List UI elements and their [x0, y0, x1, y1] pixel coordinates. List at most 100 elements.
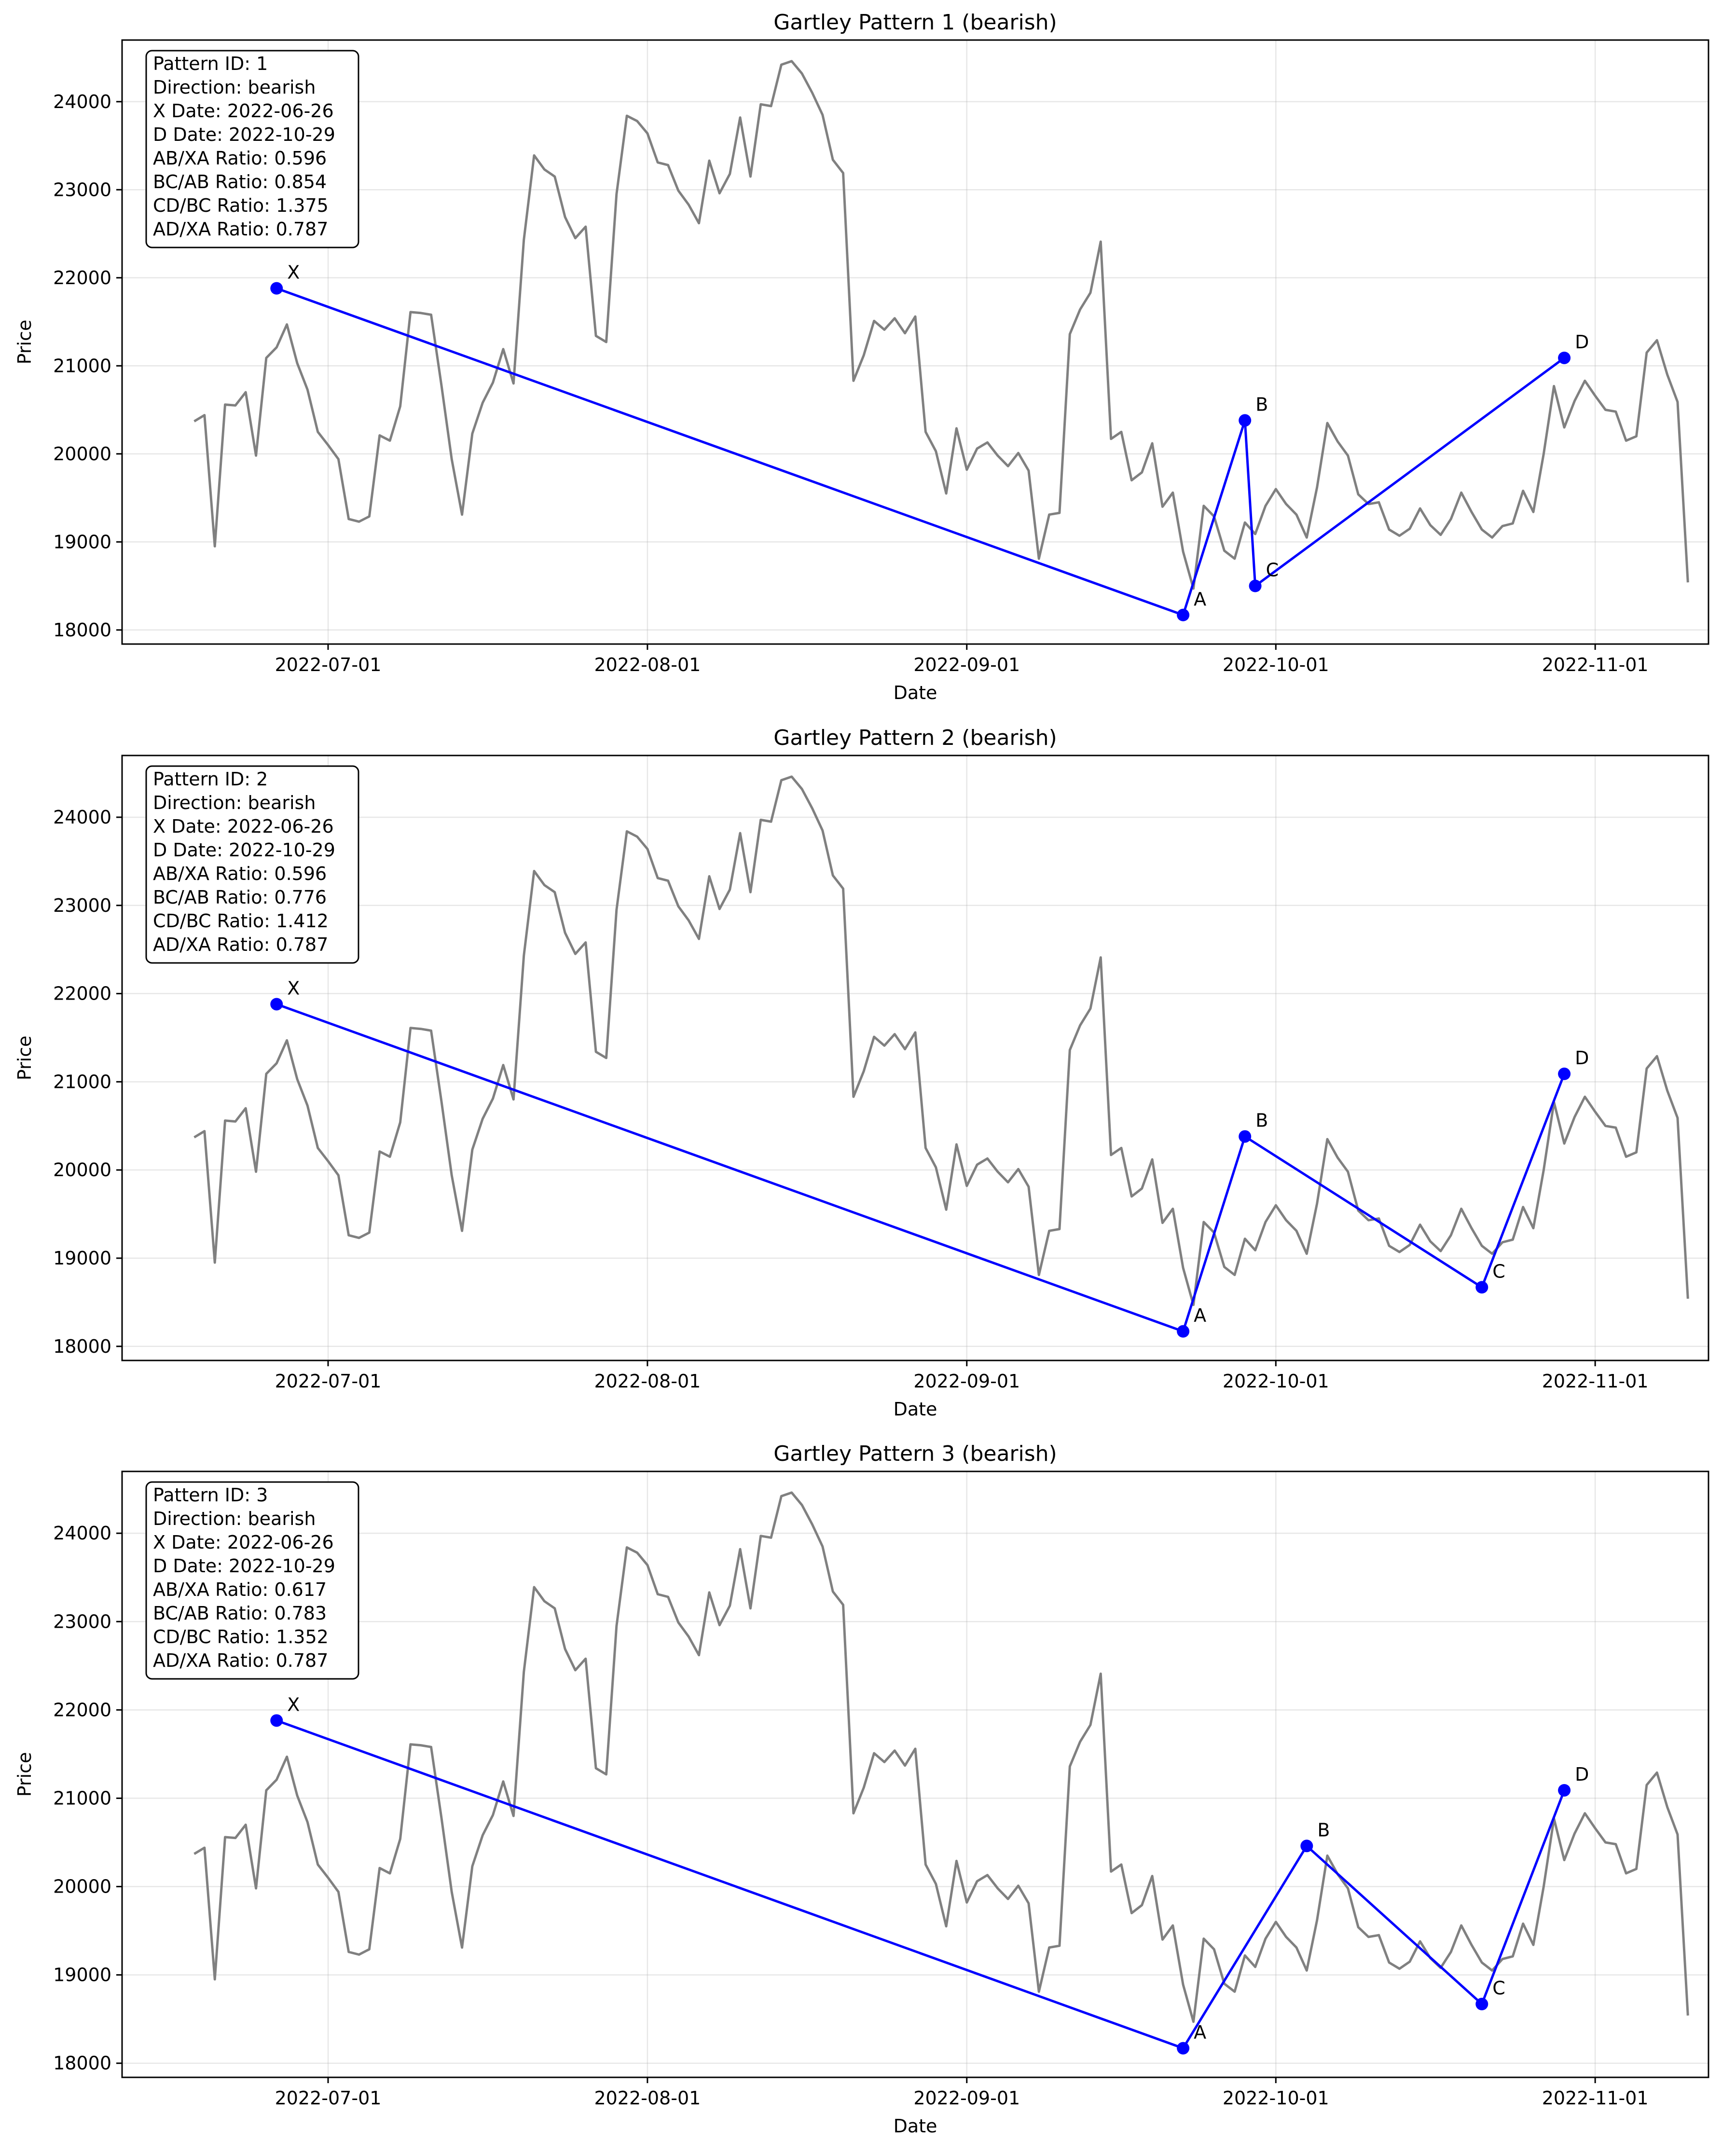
- y-tick-label: 22000: [53, 267, 111, 288]
- x-tick-label: 2022-08-01: [594, 2087, 701, 2109]
- y-tick-label: 19000: [53, 1248, 111, 1269]
- y-tick-label: 18000: [53, 619, 111, 641]
- pattern-label-d: D: [1575, 1047, 1589, 1069]
- pattern-label-b: B: [1255, 394, 1268, 415]
- info-line: X Date: 2022-06-26: [153, 100, 334, 122]
- info-line: D Date: 2022-10-29: [153, 839, 335, 861]
- pattern-point-x: [270, 998, 283, 1011]
- info-line: BC/AB Ratio: 0.776: [153, 887, 327, 908]
- info-line: CD/BC Ratio: 1.412: [153, 910, 329, 932]
- info-line: AB/XA Ratio: 0.596: [153, 148, 327, 169]
- price-series-line: [193, 60, 1689, 590]
- plot-frame: [121, 755, 1709, 1361]
- y-tick-label: 19000: [53, 531, 111, 552]
- info-line: CD/BC Ratio: 1.375: [153, 195, 329, 216]
- y-tick-label: 18000: [53, 1336, 111, 1357]
- x-tick-label: 2022-08-01: [594, 654, 701, 675]
- info-line: Direction: bearish: [153, 1508, 316, 1529]
- y-tick-label: 22000: [53, 983, 111, 1004]
- x-axis-label: Date: [894, 682, 937, 703]
- plot-frame: [121, 39, 1709, 645]
- x-axis-label: Date: [894, 1399, 937, 1420]
- x-tick-label: 2022-11-01: [1542, 654, 1649, 675]
- info-line: AD/XA Ratio: 0.787: [153, 219, 328, 240]
- chart-panel-2: X A B C D 2022-07-01 2022-08-01 2022-09-01 2022-…: [14, 726, 1709, 1420]
- pattern-point-d: [1558, 1784, 1571, 1797]
- pattern-label-x: X: [287, 1694, 300, 1715]
- pattern-label-a: A: [1194, 589, 1206, 610]
- grid: [122, 1471, 1708, 2077]
- chart-title: Gartley Pattern 3 (bearish): [773, 1442, 1057, 1466]
- info-line: CD/BC Ratio: 1.352: [153, 1626, 329, 1648]
- pattern-point-d: [1558, 351, 1571, 364]
- x-tick-label: 2022-09-01: [913, 1371, 1020, 1392]
- pattern-label-b: B: [1317, 1819, 1330, 1840]
- info-line: X Date: 2022-06-26: [153, 816, 334, 837]
- y-tick-label: 24000: [53, 91, 111, 112]
- pattern-point-b: [1239, 1130, 1252, 1143]
- info-line: D Date: 2022-10-29: [153, 124, 335, 145]
- x-tick-label: 2022-08-01: [594, 1371, 701, 1392]
- info-line: Direction: bearish: [153, 792, 316, 813]
- info-line: AB/XA Ratio: 0.617: [153, 1579, 327, 1600]
- pattern-label-d: D: [1575, 1764, 1589, 1785]
- chart-title: Gartley Pattern 2 (bearish): [773, 726, 1057, 750]
- info-line: Pattern ID: 1: [153, 53, 268, 74]
- x-tick-label: 2022-11-01: [1542, 2087, 1649, 2109]
- chart-panel-3: X A B C D 2022-07-01 2022-08-01 2022-09-01 2022-…: [14, 1442, 1709, 2137]
- y-tick-label: 18000: [53, 2053, 111, 2074]
- y-tick-label: 24000: [53, 1523, 111, 1544]
- pattern-point-d: [1558, 1067, 1571, 1080]
- x-tick-label: 2022-10-01: [1223, 654, 1329, 675]
- x-tick-label: 2022-11-01: [1542, 1371, 1649, 1392]
- y-axis-label: Price: [14, 1752, 35, 1797]
- x-tick-label: 2022-10-01: [1223, 2087, 1329, 2109]
- y-tick-label: 21000: [53, 1787, 111, 1809]
- y-tick-label: 24000: [53, 807, 111, 828]
- pattern-label-b: B: [1255, 1110, 1268, 1131]
- chart-panel-1: X A B C D 2022-07-01 2022-08-01 2022-09-01 2022-…: [14, 10, 1709, 703]
- price-series-line: [193, 1491, 1689, 2023]
- pattern-point-b: [1239, 414, 1252, 427]
- pattern-point-b: [1300, 1840, 1313, 1853]
- y-axis-label: Price: [14, 320, 35, 365]
- x-tick-label: 2022-07-01: [275, 2087, 382, 2109]
- info-line: Direction: bearish: [153, 77, 316, 98]
- y-tick-label: 23000: [53, 1611, 111, 1632]
- pattern-label-x: X: [287, 977, 300, 999]
- price-series-line: [193, 775, 1689, 1306]
- info-box-frame: [145, 50, 359, 248]
- y-axis-label: Price: [14, 1036, 35, 1081]
- pattern-point-x: [270, 282, 283, 295]
- x-axis-label: Date: [894, 2115, 937, 2137]
- y-tick-label: 19000: [53, 1964, 111, 1986]
- info-line: Pattern ID: 2: [153, 769, 268, 790]
- pattern-point-c: [1475, 1998, 1488, 2011]
- pattern-point-x: [270, 1714, 283, 1727]
- pattern-label-x: X: [287, 262, 300, 283]
- pattern-point-a: [1177, 1325, 1190, 1338]
- y-tick-label: 20000: [53, 1159, 111, 1181]
- pattern-point-a: [1177, 608, 1190, 621]
- info-line: AD/XA Ratio: 0.787: [153, 1650, 328, 1671]
- info-line: X Date: 2022-06-26: [153, 1532, 334, 1553]
- info-line: BC/AB Ratio: 0.854: [153, 171, 327, 192]
- pattern-label-c: C: [1492, 1977, 1505, 1999]
- pattern-label-c: C: [1492, 1261, 1505, 1282]
- y-tick-label: 22000: [53, 1699, 111, 1720]
- pattern-point-a: [1177, 2042, 1190, 2055]
- y-tick-label: 23000: [53, 179, 111, 200]
- info-line: AD/XA Ratio: 0.787: [153, 934, 328, 955]
- info-box-frame: [145, 765, 359, 964]
- grid: [122, 755, 1708, 1360]
- y-tick-label: 21000: [53, 1071, 111, 1092]
- y-tick-label: 23000: [53, 895, 111, 916]
- pattern-label-a: A: [1194, 2022, 1206, 2043]
- grid: [122, 40, 1708, 644]
- pattern-label-c: C: [1266, 560, 1279, 581]
- y-tick-label: 20000: [53, 443, 111, 465]
